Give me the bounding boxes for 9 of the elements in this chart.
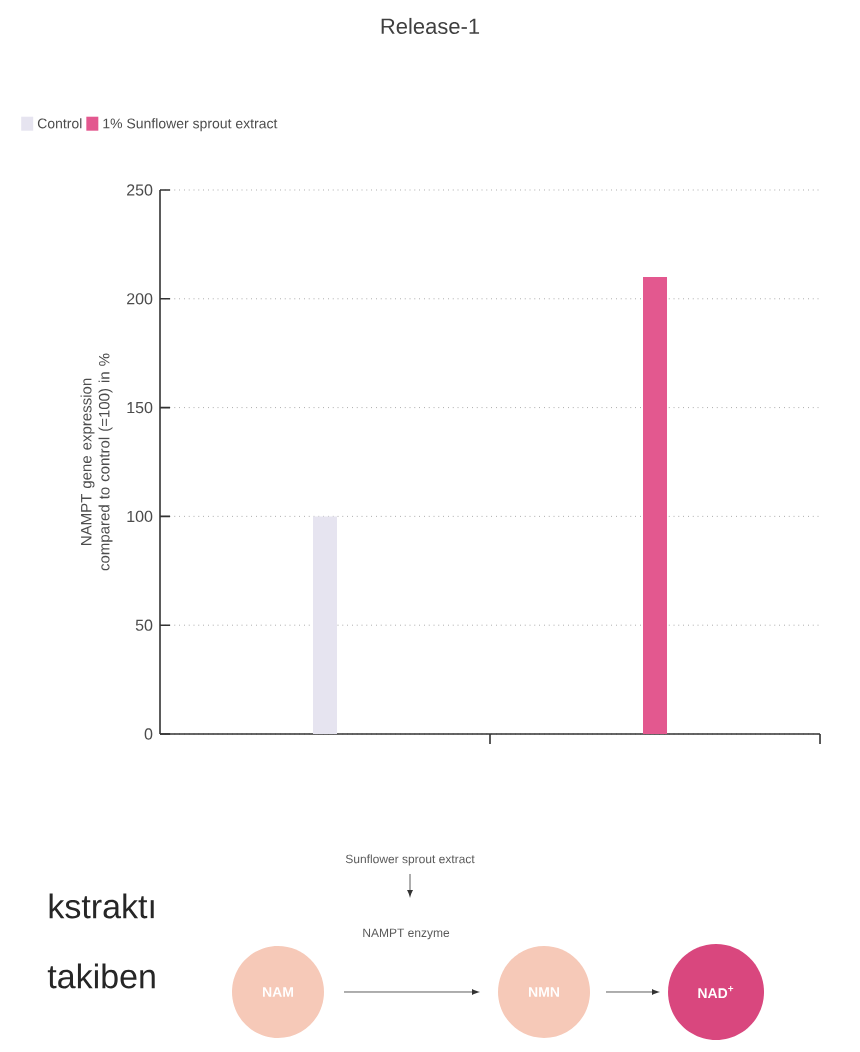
y-tick-label: 100 [127, 510, 153, 523]
y-tick-label: 0 [144, 728, 153, 740]
text: kstraktı [49, 893, 154, 919]
y-tick-label: 250 [127, 184, 153, 196]
y-tick-label: 50 [135, 619, 153, 631]
y-tick-label: 150 [127, 401, 153, 414]
chart-title: Release-1 [381, 17, 480, 35]
text: takiben [47, 963, 155, 989]
y-tick-label: 200 [127, 293, 153, 305]
